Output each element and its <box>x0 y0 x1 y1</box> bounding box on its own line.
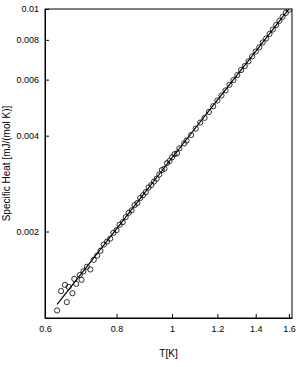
plot-area: 0.6 0.8 1 1.2 1.4 1.6 0.002 0.004 0.006 0.008 0.01 <box>16 4 295 334</box>
x-tick-label: 1.4 <box>250 324 263 334</box>
x-tick: 0.8 <box>111 314 124 334</box>
data-point <box>55 308 60 313</box>
x-tick-label: 1.6 <box>283 324 296 334</box>
data-point <box>70 291 75 296</box>
y-tick-mark <box>45 80 49 81</box>
data-point <box>88 267 93 272</box>
x-tick-mark <box>289 314 290 318</box>
fit-line <box>57 9 289 304</box>
x-tick-mark <box>172 314 173 318</box>
y-tick: 0.002 <box>16 227 49 237</box>
y-tick-label: 0.002 <box>16 227 39 237</box>
x-tick-label: 0.8 <box>111 324 124 334</box>
y-tick-label: 0.006 <box>16 75 39 85</box>
y-tick-mark <box>45 232 49 233</box>
plot-frame <box>45 9 292 318</box>
x-tick-mark <box>217 314 218 318</box>
data-point <box>58 288 63 293</box>
y-tick: 0.01 <box>21 4 49 14</box>
y-tick-label: 0.008 <box>16 35 39 45</box>
x-tick: 1.6 <box>283 314 296 334</box>
x-axis: 0.6 0.8 1 1.2 1.4 1.6 <box>39 314 295 334</box>
x-tick-label: 1.2 <box>212 324 225 334</box>
y-axis-line <box>45 10 46 319</box>
y-tick-label: 0.01 <box>21 4 39 14</box>
y-tick-mark <box>45 9 49 10</box>
data-layer <box>55 9 292 313</box>
x-tick: 1 <box>170 314 175 334</box>
y-tick-mark <box>45 136 49 137</box>
data-point <box>79 277 84 282</box>
y-axis: 0.002 0.004 0.006 0.008 0.01 <box>16 4 49 318</box>
x-tick-mark <box>117 314 118 318</box>
x-tick-mark <box>256 314 257 318</box>
y-tick: 0.006 <box>16 75 49 85</box>
y-axis-title: Specific Heat [mJ/(mol K)] <box>1 105 12 221</box>
x-axis-line <box>46 318 293 319</box>
y-tick: 0.004 <box>16 131 49 141</box>
x-axis-title: T[K] <box>159 348 178 359</box>
x-tick-label: 1 <box>170 324 175 334</box>
x-tick: 1.2 <box>212 314 225 334</box>
x-tick-label: 0.6 <box>39 324 52 334</box>
y-tick-label: 0.004 <box>16 131 39 141</box>
data-point <box>64 300 69 305</box>
chart: 0.6 0.8 1 1.2 1.4 1.6 0.002 0.004 0.006 0.008 0.01… <box>0 0 297 367</box>
y-tick-mark <box>45 40 49 41</box>
x-tick: 1.4 <box>250 314 263 334</box>
y-tick: 0.008 <box>16 35 49 45</box>
